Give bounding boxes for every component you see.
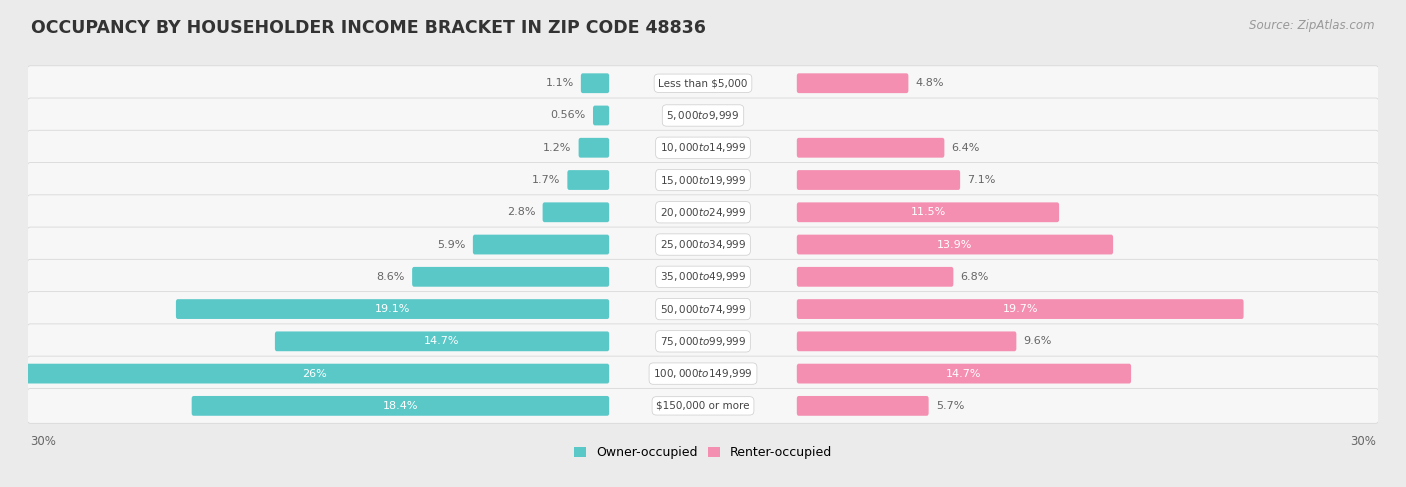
FancyBboxPatch shape	[797, 332, 1017, 351]
Text: 30%: 30%	[1350, 435, 1375, 448]
FancyBboxPatch shape	[797, 203, 1059, 222]
FancyBboxPatch shape	[27, 356, 1379, 391]
Text: 13.9%: 13.9%	[938, 240, 973, 249]
FancyBboxPatch shape	[472, 235, 609, 254]
FancyBboxPatch shape	[797, 170, 960, 190]
FancyBboxPatch shape	[412, 267, 609, 287]
Text: 9.6%: 9.6%	[1024, 337, 1052, 346]
Text: Source: ZipAtlas.com: Source: ZipAtlas.com	[1250, 19, 1375, 33]
Text: 1.7%: 1.7%	[531, 175, 560, 185]
Text: 8.6%: 8.6%	[377, 272, 405, 282]
Text: 5.7%: 5.7%	[936, 401, 965, 411]
Legend: Owner-occupied, Renter-occupied: Owner-occupied, Renter-occupied	[568, 441, 838, 464]
Text: $50,000 to $74,999: $50,000 to $74,999	[659, 302, 747, 316]
FancyBboxPatch shape	[27, 131, 1379, 165]
Text: $10,000 to $14,999: $10,000 to $14,999	[659, 141, 747, 154]
Text: 5.9%: 5.9%	[437, 240, 465, 249]
FancyBboxPatch shape	[27, 98, 1379, 133]
FancyBboxPatch shape	[581, 74, 609, 93]
Text: 14.7%: 14.7%	[425, 337, 460, 346]
FancyBboxPatch shape	[593, 106, 609, 125]
Text: 7.1%: 7.1%	[967, 175, 995, 185]
FancyBboxPatch shape	[797, 138, 945, 158]
FancyBboxPatch shape	[797, 364, 1130, 383]
FancyBboxPatch shape	[568, 170, 609, 190]
Text: $5,000 to $9,999: $5,000 to $9,999	[666, 109, 740, 122]
Text: 1.1%: 1.1%	[546, 78, 574, 88]
Text: $35,000 to $49,999: $35,000 to $49,999	[659, 270, 747, 283]
FancyBboxPatch shape	[276, 332, 609, 351]
FancyBboxPatch shape	[797, 74, 908, 93]
FancyBboxPatch shape	[579, 138, 609, 158]
Text: $150,000 or more: $150,000 or more	[657, 401, 749, 411]
Text: 1.2%: 1.2%	[543, 143, 571, 153]
FancyBboxPatch shape	[27, 389, 1379, 423]
Text: 2.8%: 2.8%	[508, 207, 536, 217]
FancyBboxPatch shape	[176, 299, 609, 319]
Text: 19.7%: 19.7%	[1002, 304, 1038, 314]
Text: 30%: 30%	[31, 435, 56, 448]
Text: 11.5%: 11.5%	[910, 207, 946, 217]
Text: 18.4%: 18.4%	[382, 401, 418, 411]
Text: 19.1%: 19.1%	[375, 304, 411, 314]
Text: $100,000 to $149,999: $100,000 to $149,999	[654, 367, 752, 380]
Text: $25,000 to $34,999: $25,000 to $34,999	[659, 238, 747, 251]
Text: $15,000 to $19,999: $15,000 to $19,999	[659, 173, 747, 187]
FancyBboxPatch shape	[797, 235, 1114, 254]
FancyBboxPatch shape	[797, 396, 928, 416]
FancyBboxPatch shape	[191, 396, 609, 416]
Text: Less than $5,000: Less than $5,000	[658, 78, 748, 88]
FancyBboxPatch shape	[543, 203, 609, 222]
FancyBboxPatch shape	[21, 364, 609, 383]
FancyBboxPatch shape	[797, 299, 1243, 319]
Text: 26%: 26%	[302, 369, 328, 378]
FancyBboxPatch shape	[27, 163, 1379, 197]
Text: 6.4%: 6.4%	[952, 143, 980, 153]
Text: 14.7%: 14.7%	[946, 369, 981, 378]
FancyBboxPatch shape	[27, 195, 1379, 230]
Text: $75,000 to $99,999: $75,000 to $99,999	[659, 335, 747, 348]
Text: 4.8%: 4.8%	[915, 78, 943, 88]
Text: 6.8%: 6.8%	[960, 272, 988, 282]
FancyBboxPatch shape	[27, 66, 1379, 101]
FancyBboxPatch shape	[27, 227, 1379, 262]
FancyBboxPatch shape	[27, 324, 1379, 359]
FancyBboxPatch shape	[27, 260, 1379, 294]
FancyBboxPatch shape	[27, 292, 1379, 327]
Text: $20,000 to $24,999: $20,000 to $24,999	[659, 206, 747, 219]
Text: OCCUPANCY BY HOUSEHOLDER INCOME BRACKET IN ZIP CODE 48836: OCCUPANCY BY HOUSEHOLDER INCOME BRACKET …	[31, 19, 706, 37]
FancyBboxPatch shape	[797, 267, 953, 287]
Text: 0.56%: 0.56%	[551, 111, 586, 120]
